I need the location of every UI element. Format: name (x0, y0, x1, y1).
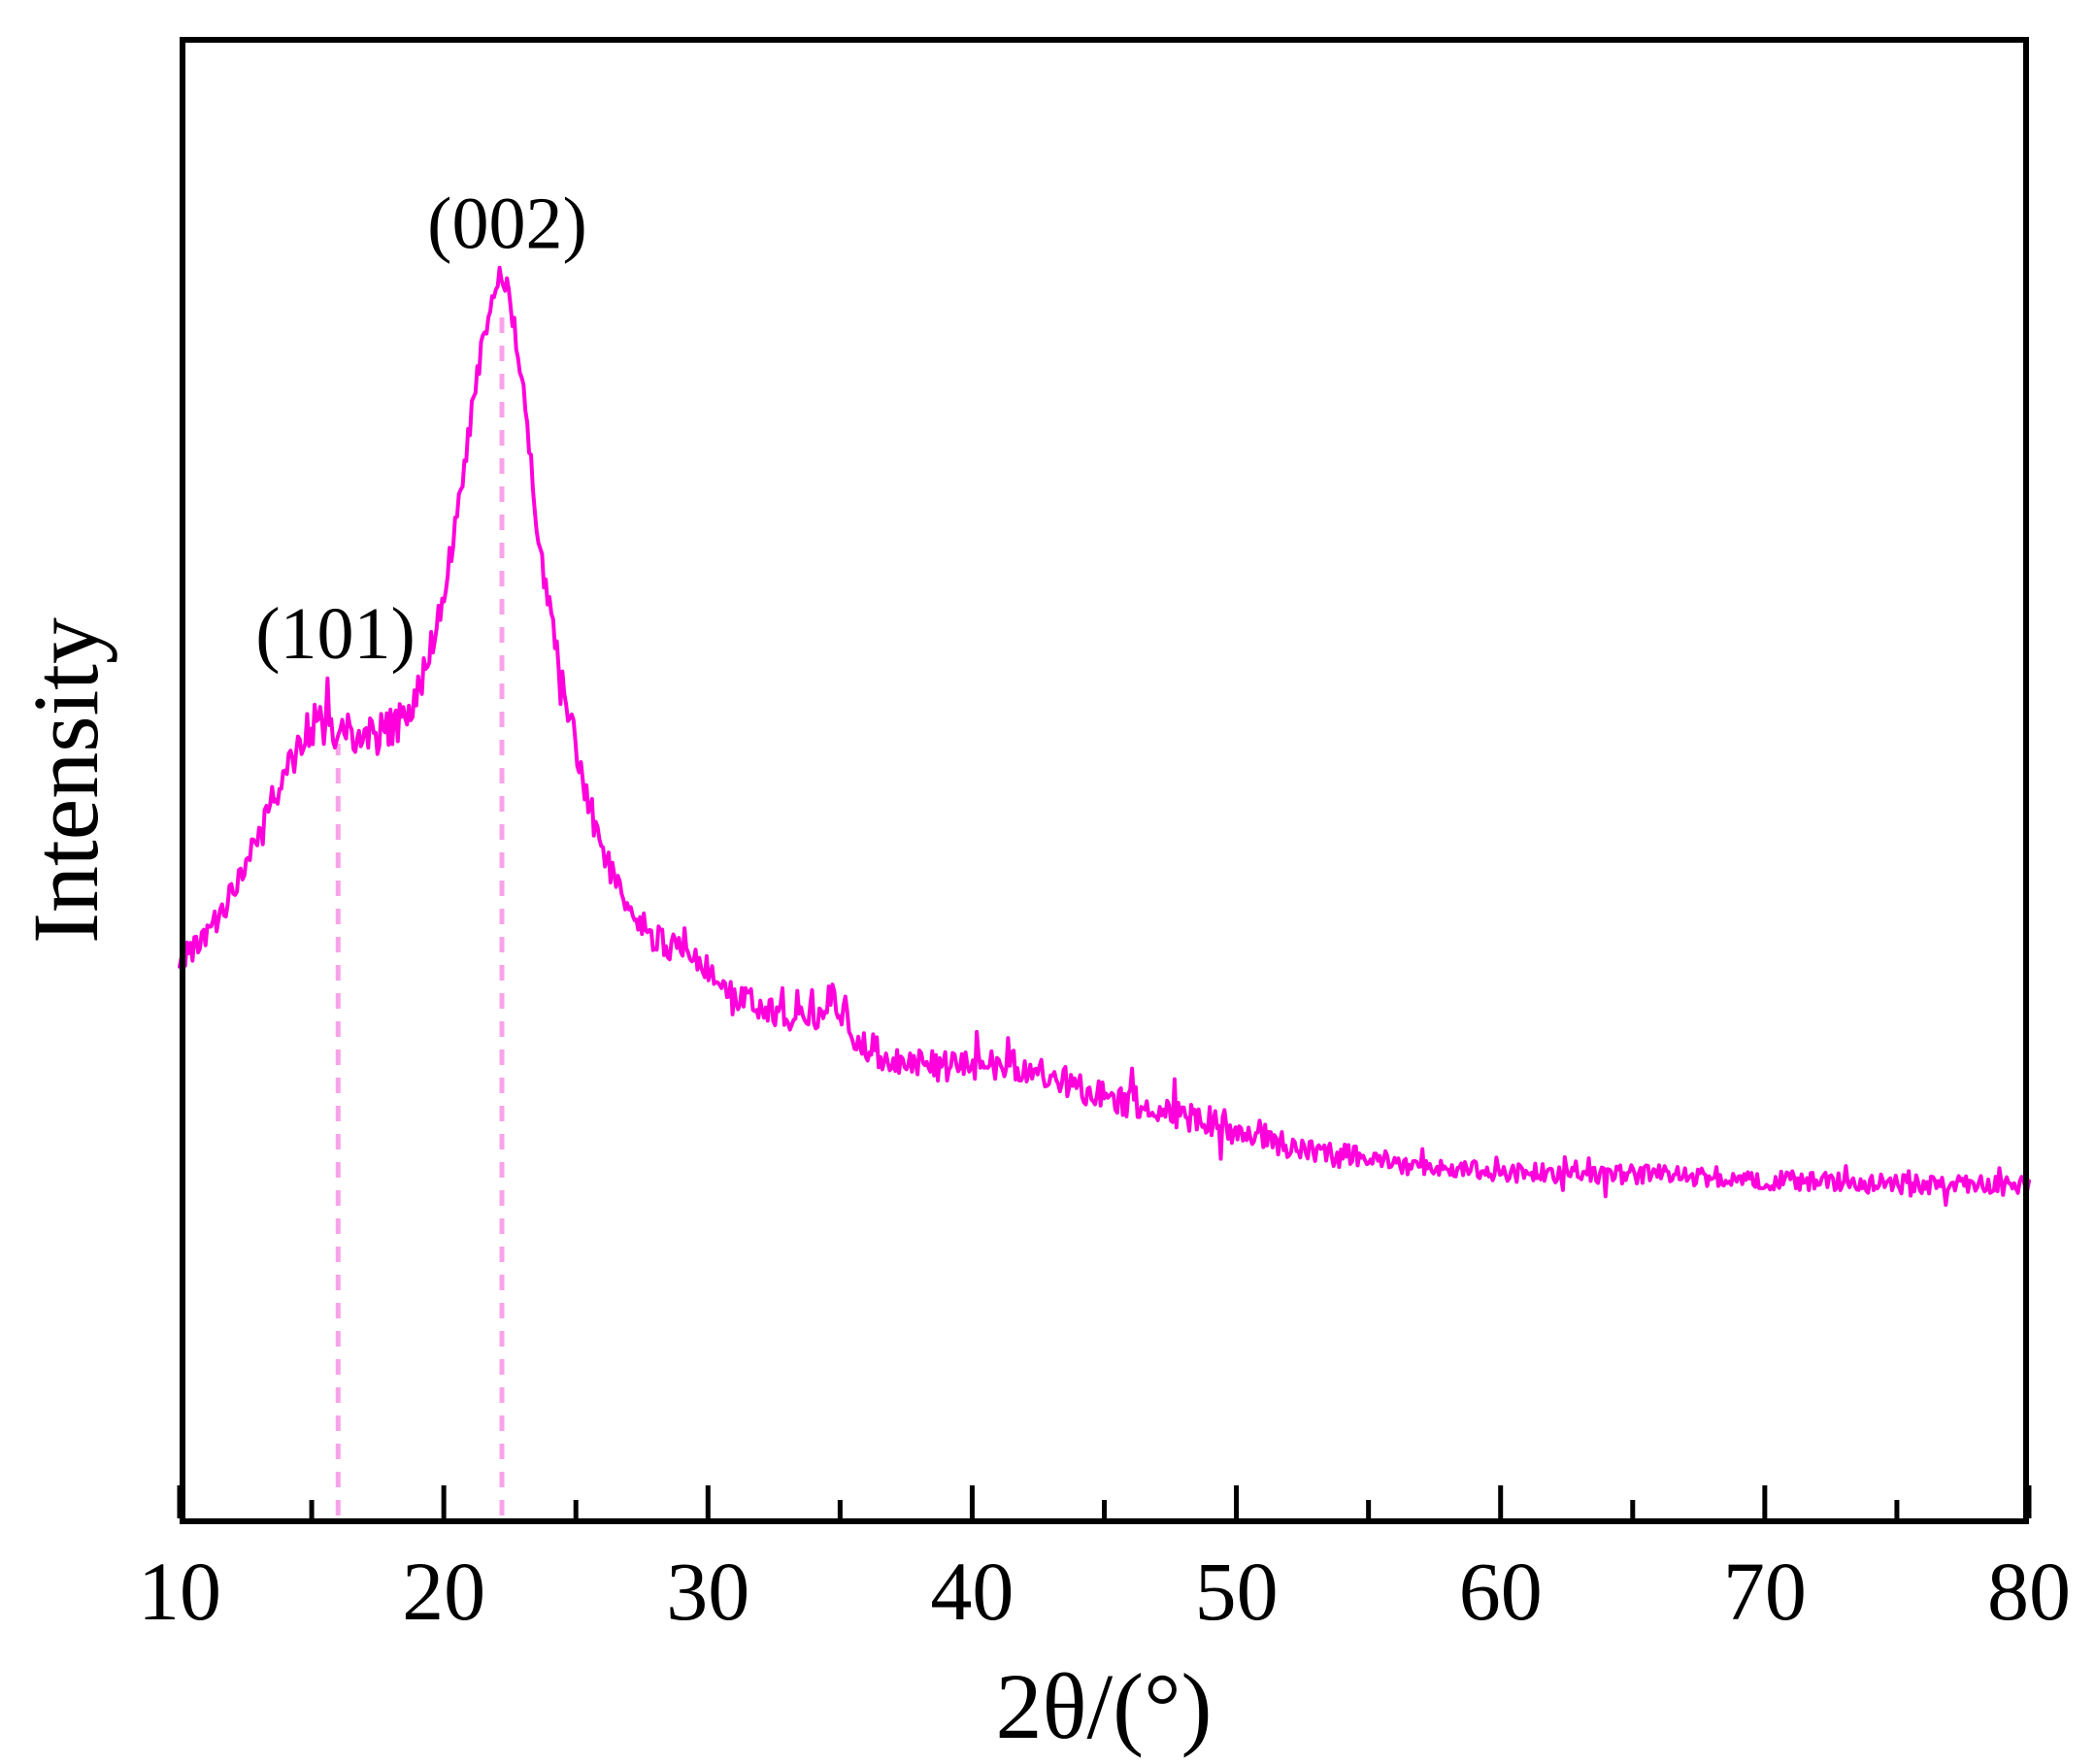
x-axis-tick-label: 10 (138, 1545, 221, 1638)
peak-label: (002) (427, 183, 587, 264)
peak-guide-lines (335, 305, 505, 1515)
x-axis-tick-label: 70 (1723, 1545, 1807, 1638)
x-axis-tick-label: 40 (930, 1545, 1014, 1638)
x-axis-title: 2θ/(°) (996, 1654, 1213, 1758)
xrd-trace-group (178, 265, 2031, 1207)
x-axis-tick-label: 60 (1459, 1545, 1543, 1638)
y-axis-title: Intensity (14, 617, 117, 944)
x-axis-tick-label: 20 (402, 1545, 485, 1638)
peak-label: (101) (255, 593, 416, 675)
x-axis-ticks (177, 1485, 2032, 1518)
plot-frame (180, 37, 2029, 1524)
peak-labels: (101) (002) (255, 183, 587, 675)
x-axis-tick-labels: 10 20 30 40 50 60 70 80 (138, 1545, 2071, 1638)
xrd-trace (178, 265, 2031, 1207)
x-axis-tick-label: 50 (1195, 1545, 1279, 1638)
x-axis-tick-label: 80 (1987, 1545, 2071, 1638)
x-axis-tick-label: 30 (666, 1545, 749, 1638)
